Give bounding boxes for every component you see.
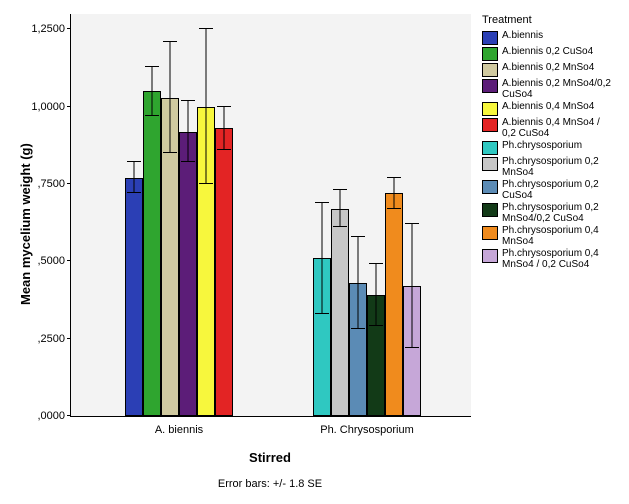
y-tick-label: ,7500	[37, 178, 71, 190]
legend-item: A.biennis	[482, 30, 612, 45]
y-tick-mark	[67, 106, 71, 107]
legend-swatch	[482, 102, 498, 116]
legend-label: A.biennis 0,2 CuSo4	[502, 46, 593, 57]
y-tick-mark	[67, 183, 71, 184]
plot-area: ,0000,2500,5000,75001,00001,2500A. bienn…	[70, 14, 471, 417]
legend-label: A.biennis	[502, 30, 543, 41]
legend-swatch	[482, 180, 498, 194]
legend-label: Ph.chrysosporium 0,4 MnSo4 / 0,2 CuSo4	[502, 248, 612, 270]
legend-item: Ph.chrysosporium 0,2 MnSo4/0,2 CuSo4	[482, 202, 612, 224]
legend-label: Ph.chrysosporium	[502, 140, 582, 151]
y-tick-label: 1,2500	[31, 23, 71, 35]
legend-swatch	[482, 118, 498, 132]
y-axis-title: Mean mycelium weight (g)	[18, 143, 33, 305]
y-tick-label: ,2500	[37, 333, 71, 345]
legend: Treatment A.biennis A.biennis 0,2 CuSo4 A.…	[482, 14, 612, 271]
legend-item: Ph.chrysosporium 0,2 MnSo4	[482, 156, 612, 178]
x-group-label: Ph. Chrysosporium	[320, 416, 414, 436]
legend-swatch	[482, 203, 498, 217]
y-tick-mark	[67, 415, 71, 416]
legend-label: Ph.chrysosporium 0,4 MnSo4	[502, 225, 612, 247]
legend-swatch	[482, 79, 498, 93]
legend-label: A.biennis 0,2 MnSo4	[502, 62, 594, 73]
legend-item: Ph.chrysosporium 0,2 CuSo4	[482, 179, 612, 201]
bar	[215, 128, 233, 416]
legend-swatch	[482, 63, 498, 77]
legend-item: A.biennis 0,4 MnSo4 / 0,2 CuSo4	[482, 117, 612, 139]
legend-label: Ph.chrysosporium 0,2 MnSo4	[502, 156, 612, 178]
legend-title: Treatment	[482, 14, 612, 26]
legend-label: A.biennis 0,4 MnSo4 / 0,2 CuSo4	[502, 117, 612, 139]
legend-item: A.biennis 0,2 CuSo4	[482, 46, 612, 61]
legend-label: A.biennis 0,4 MnSo4	[502, 101, 594, 112]
legend-item: Ph.chrysosporium	[482, 140, 612, 155]
legend-label: Ph.chrysosporium 0,2 MnSo4/0,2 CuSo4	[502, 202, 612, 224]
bar	[125, 178, 143, 416]
x-axis-title: Stirred	[70, 450, 470, 465]
y-tick-label: ,0000	[37, 410, 71, 422]
legend-swatch	[482, 47, 498, 61]
legend-item: A.biennis 0,2 MnSo4/0,2 CuSo4	[482, 78, 612, 100]
legend-item: A.biennis 0,2 MnSo4	[482, 62, 612, 77]
bar	[179, 132, 197, 416]
legend-swatch	[482, 141, 498, 155]
legend-swatch	[482, 31, 498, 45]
y-tick-label: ,5000	[37, 255, 71, 267]
bar	[143, 91, 161, 416]
bar	[331, 209, 349, 416]
legend-swatch	[482, 157, 498, 171]
legend-item: A.biennis 0,4 MnSo4	[482, 101, 612, 116]
y-tick-mark	[67, 338, 71, 339]
chart-container: ,0000 ,2500 ,5000 ,7500 1,0000 1,2500 A. bienn…	[0, 0, 629, 504]
y-tick-label: 1,0000	[31, 101, 71, 113]
legend-item: Ph.chrysosporium 0,4 MnSo4 / 0,2 CuSo4	[482, 248, 612, 270]
legend-swatch	[482, 249, 498, 263]
bar	[385, 193, 403, 416]
error-bar-caption: Error bars: +/- 1.8 SE	[70, 478, 470, 490]
y-tick-mark	[67, 28, 71, 29]
legend-swatch	[482, 226, 498, 240]
legend-item: Ph.chrysosporium 0,4 MnSo4	[482, 225, 612, 247]
y-tick-mark	[67, 260, 71, 261]
legend-label: Ph.chrysosporium 0,2 CuSo4	[502, 179, 612, 201]
legend-label: A.biennis 0,2 MnSo4/0,2 CuSo4	[502, 78, 612, 100]
x-group-label: A. biennis	[155, 416, 203, 436]
